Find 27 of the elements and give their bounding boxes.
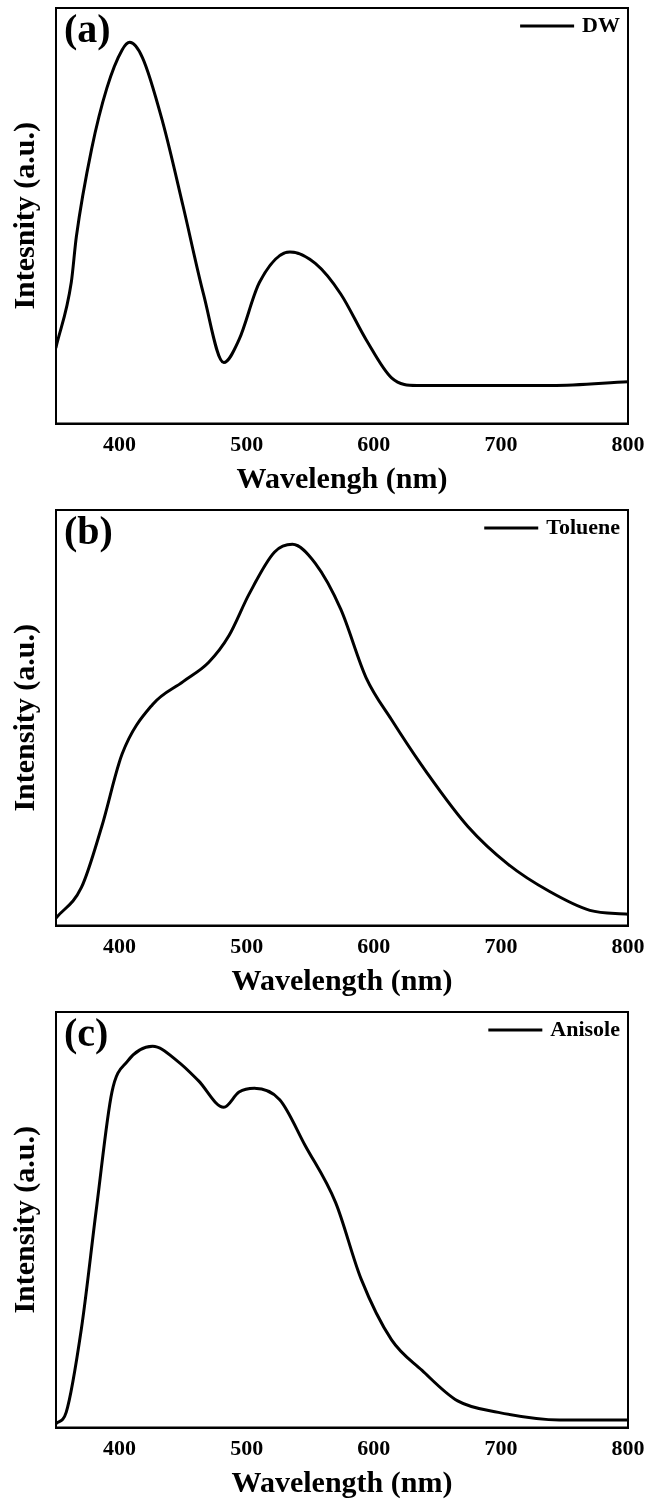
legend-label: Toluene: [546, 513, 621, 539]
annotation: (a): [64, 6, 111, 52]
x-tick-label: 600: [357, 431, 391, 457]
x-tick-label: 800: [611, 1435, 645, 1461]
y-axis-title: Intesnity (a.u.): [6, 122, 41, 310]
x-axis-title: Wavelengh (nm): [236, 460, 448, 495]
legend-label: DW: [582, 11, 620, 37]
x-tick-label: 800: [611, 933, 645, 959]
x-tick-label: 700: [484, 1435, 518, 1461]
x-tick-label: 400: [103, 933, 137, 959]
y-axis-title: Intensity (a.u.): [6, 1126, 41, 1314]
x-tick-label: 500: [230, 1435, 264, 1461]
y-axis-title: Intensity (a.u.): [6, 624, 41, 812]
annotation: (b): [64, 508, 113, 554]
annotation: (c): [64, 1010, 109, 1056]
x-tick-label: 700: [484, 933, 518, 959]
legend-label: Anisole: [550, 1015, 621, 1041]
x-tick-label: 500: [230, 933, 264, 959]
x-tick-label: 600: [357, 1435, 391, 1461]
x-axis-title: Wavelength (nm): [231, 962, 453, 997]
x-tick-label: 500: [230, 431, 264, 457]
x-tick-label: 800: [611, 431, 645, 457]
x-tick-label: 700: [484, 431, 518, 457]
x-tick-label: 600: [357, 933, 391, 959]
x-tick-label: 400: [103, 431, 137, 457]
x-axis-title: Wavelength (nm): [231, 1464, 453, 1499]
x-tick-label: 400: [103, 1435, 137, 1461]
